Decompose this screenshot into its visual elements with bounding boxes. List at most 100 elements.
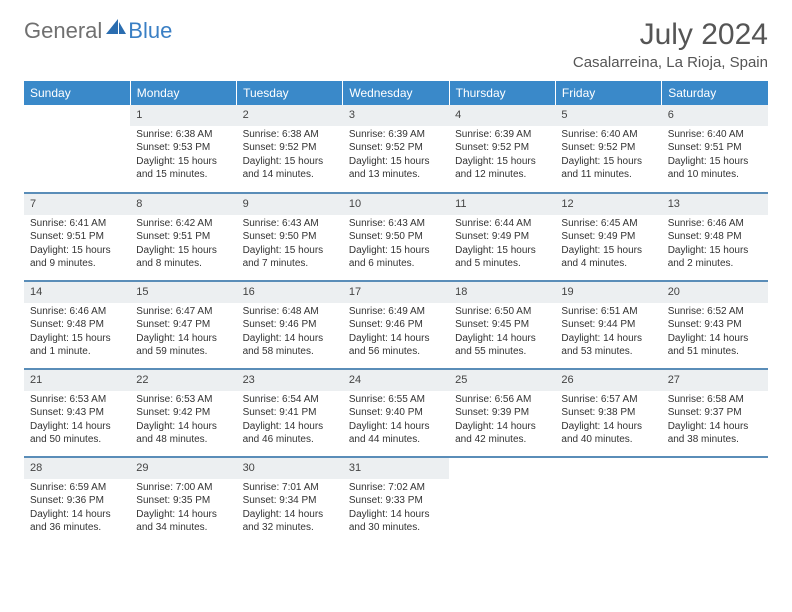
- sunrise-text: Sunrise: 6:57 AM: [561, 393, 655, 407]
- calendar-week-row: 1Sunrise: 6:38 AMSunset: 9:53 PMDaylight…: [24, 105, 768, 193]
- calendar-day-cell: 2Sunrise: 6:38 AMSunset: 9:52 PMDaylight…: [237, 105, 343, 193]
- sunset-text: Sunset: 9:47 PM: [136, 318, 230, 332]
- daylight-text: Daylight: 15 hours and 13 minutes.: [349, 155, 443, 182]
- sunset-text: Sunset: 9:43 PM: [668, 318, 762, 332]
- day-number: 23: [237, 370, 343, 391]
- daylight-text: Daylight: 15 hours and 5 minutes.: [455, 244, 549, 271]
- sunrise-text: Sunrise: 6:44 AM: [455, 217, 549, 231]
- daylight-text: Daylight: 14 hours and 53 minutes.: [561, 332, 655, 359]
- sunrise-text: Sunrise: 6:43 AM: [243, 217, 337, 231]
- calendar-day-cell: 10Sunrise: 6:43 AMSunset: 9:50 PMDayligh…: [343, 193, 449, 281]
- sunrise-text: Sunrise: 6:54 AM: [243, 393, 337, 407]
- calendar-week-row: 28Sunrise: 6:59 AMSunset: 9:36 PMDayligh…: [24, 457, 768, 545]
- day-number: 25: [449, 370, 555, 391]
- calendar-day-cell: 17Sunrise: 6:49 AMSunset: 9:46 PMDayligh…: [343, 281, 449, 369]
- sunrise-text: Sunrise: 7:02 AM: [349, 481, 443, 495]
- daylight-text: Daylight: 15 hours and 15 minutes.: [136, 155, 230, 182]
- sunset-text: Sunset: 9:44 PM: [561, 318, 655, 332]
- sunset-text: Sunset: 9:34 PM: [243, 494, 337, 508]
- sunrise-text: Sunrise: 6:51 AM: [561, 305, 655, 319]
- calendar-day-cell: 22Sunrise: 6:53 AMSunset: 9:42 PMDayligh…: [130, 369, 236, 457]
- day-content: Sunrise: 6:56 AMSunset: 9:39 PMDaylight:…: [449, 391, 555, 451]
- calendar-day-cell: 9Sunrise: 6:43 AMSunset: 9:50 PMDaylight…: [237, 193, 343, 281]
- sunrise-text: Sunrise: 6:58 AM: [668, 393, 762, 407]
- day-number: 10: [343, 194, 449, 215]
- calendar-day-cell: 30Sunrise: 7:01 AMSunset: 9:34 PMDayligh…: [237, 457, 343, 545]
- daylight-text: Daylight: 14 hours and 36 minutes.: [30, 508, 124, 535]
- day-content: Sunrise: 6:53 AMSunset: 9:42 PMDaylight:…: [130, 391, 236, 451]
- day-number: 30: [237, 458, 343, 479]
- day-number: 29: [130, 458, 236, 479]
- sunset-text: Sunset: 9:36 PM: [30, 494, 124, 508]
- sunset-text: Sunset: 9:35 PM: [136, 494, 230, 508]
- day-number: 28: [24, 458, 130, 479]
- day-content: Sunrise: 6:51 AMSunset: 9:44 PMDaylight:…: [555, 303, 661, 363]
- day-number: 3: [343, 105, 449, 126]
- daylight-text: Daylight: 14 hours and 55 minutes.: [455, 332, 549, 359]
- calendar-day-cell: 6Sunrise: 6:40 AMSunset: 9:51 PMDaylight…: [662, 105, 768, 193]
- calendar-week-row: 14Sunrise: 6:46 AMSunset: 9:48 PMDayligh…: [24, 281, 768, 369]
- day-content: Sunrise: 6:55 AMSunset: 9:40 PMDaylight:…: [343, 391, 449, 451]
- day-number: 24: [343, 370, 449, 391]
- sunrise-text: Sunrise: 6:43 AM: [349, 217, 443, 231]
- day-content: Sunrise: 6:39 AMSunset: 9:52 PMDaylight:…: [449, 126, 555, 186]
- day-content: Sunrise: 6:49 AMSunset: 9:46 PMDaylight:…: [343, 303, 449, 363]
- day-number: 22: [130, 370, 236, 391]
- daylight-text: Daylight: 14 hours and 40 minutes.: [561, 420, 655, 447]
- weekday-header: Friday: [555, 81, 661, 105]
- daylight-text: Daylight: 15 hours and 11 minutes.: [561, 155, 655, 182]
- sunset-text: Sunset: 9:50 PM: [243, 230, 337, 244]
- sunset-text: Sunset: 9:51 PM: [30, 230, 124, 244]
- weekday-header: Sunday: [24, 81, 130, 105]
- sunrise-text: Sunrise: 6:47 AM: [136, 305, 230, 319]
- daylight-text: Daylight: 15 hours and 12 minutes.: [455, 155, 549, 182]
- day-content: Sunrise: 6:38 AMSunset: 9:53 PMDaylight:…: [130, 126, 236, 186]
- day-number: 19: [555, 282, 661, 303]
- sunrise-text: Sunrise: 6:38 AM: [243, 128, 337, 142]
- sunset-text: Sunset: 9:46 PM: [349, 318, 443, 332]
- calendar-day-cell: [555, 457, 661, 545]
- day-number: 15: [130, 282, 236, 303]
- daylight-text: Daylight: 15 hours and 1 minute.: [30, 332, 124, 359]
- day-content: Sunrise: 6:58 AMSunset: 9:37 PMDaylight:…: [662, 391, 768, 451]
- sunrise-text: Sunrise: 7:01 AM: [243, 481, 337, 495]
- weekday-header: Monday: [130, 81, 236, 105]
- weekday-header: Saturday: [662, 81, 768, 105]
- sunset-text: Sunset: 9:51 PM: [668, 141, 762, 155]
- daylight-text: Daylight: 14 hours and 59 minutes.: [136, 332, 230, 359]
- daylight-text: Daylight: 14 hours and 38 minutes.: [668, 420, 762, 447]
- day-content: Sunrise: 6:40 AMSunset: 9:51 PMDaylight:…: [662, 126, 768, 186]
- sunset-text: Sunset: 9:53 PM: [136, 141, 230, 155]
- day-content: Sunrise: 7:00 AMSunset: 9:35 PMDaylight:…: [130, 479, 236, 539]
- sunrise-text: Sunrise: 6:40 AM: [668, 128, 762, 142]
- day-number: 16: [237, 282, 343, 303]
- sunrise-text: Sunrise: 6:46 AM: [668, 217, 762, 231]
- day-number: 5: [555, 105, 661, 126]
- daylight-text: Daylight: 14 hours and 58 minutes.: [243, 332, 337, 359]
- sunset-text: Sunset: 9:49 PM: [455, 230, 549, 244]
- sunset-text: Sunset: 9:52 PM: [455, 141, 549, 155]
- sunset-text: Sunset: 9:48 PM: [668, 230, 762, 244]
- sunset-text: Sunset: 9:46 PM: [243, 318, 337, 332]
- calendar-day-cell: 13Sunrise: 6:46 AMSunset: 9:48 PMDayligh…: [662, 193, 768, 281]
- day-content: Sunrise: 6:52 AMSunset: 9:43 PMDaylight:…: [662, 303, 768, 363]
- calendar-day-cell: 29Sunrise: 7:00 AMSunset: 9:35 PMDayligh…: [130, 457, 236, 545]
- sunset-text: Sunset: 9:48 PM: [30, 318, 124, 332]
- calendar-day-cell: 21Sunrise: 6:53 AMSunset: 9:43 PMDayligh…: [24, 369, 130, 457]
- day-content: Sunrise: 6:38 AMSunset: 9:52 PMDaylight:…: [237, 126, 343, 186]
- day-number: 17: [343, 282, 449, 303]
- day-content: Sunrise: 6:46 AMSunset: 9:48 PMDaylight:…: [24, 303, 130, 363]
- calendar-day-cell: 18Sunrise: 6:50 AMSunset: 9:45 PMDayligh…: [449, 281, 555, 369]
- daylight-text: Daylight: 15 hours and 7 minutes.: [243, 244, 337, 271]
- location-text: Casalarreina, La Rioja, Spain: [573, 54, 768, 71]
- sunrise-text: Sunrise: 6:42 AM: [136, 217, 230, 231]
- sunrise-text: Sunrise: 6:38 AM: [136, 128, 230, 142]
- calendar-day-cell: 19Sunrise: 6:51 AMSunset: 9:44 PMDayligh…: [555, 281, 661, 369]
- title-block: July 2024 Casalarreina, La Rioja, Spain: [573, 18, 768, 71]
- day-content: Sunrise: 7:02 AMSunset: 9:33 PMDaylight:…: [343, 479, 449, 539]
- calendar-day-cell: 20Sunrise: 6:52 AMSunset: 9:43 PMDayligh…: [662, 281, 768, 369]
- day-content: Sunrise: 6:46 AMSunset: 9:48 PMDaylight:…: [662, 215, 768, 275]
- daylight-text: Daylight: 15 hours and 8 minutes.: [136, 244, 230, 271]
- day-number: 31: [343, 458, 449, 479]
- calendar-day-cell: 16Sunrise: 6:48 AMSunset: 9:46 PMDayligh…: [237, 281, 343, 369]
